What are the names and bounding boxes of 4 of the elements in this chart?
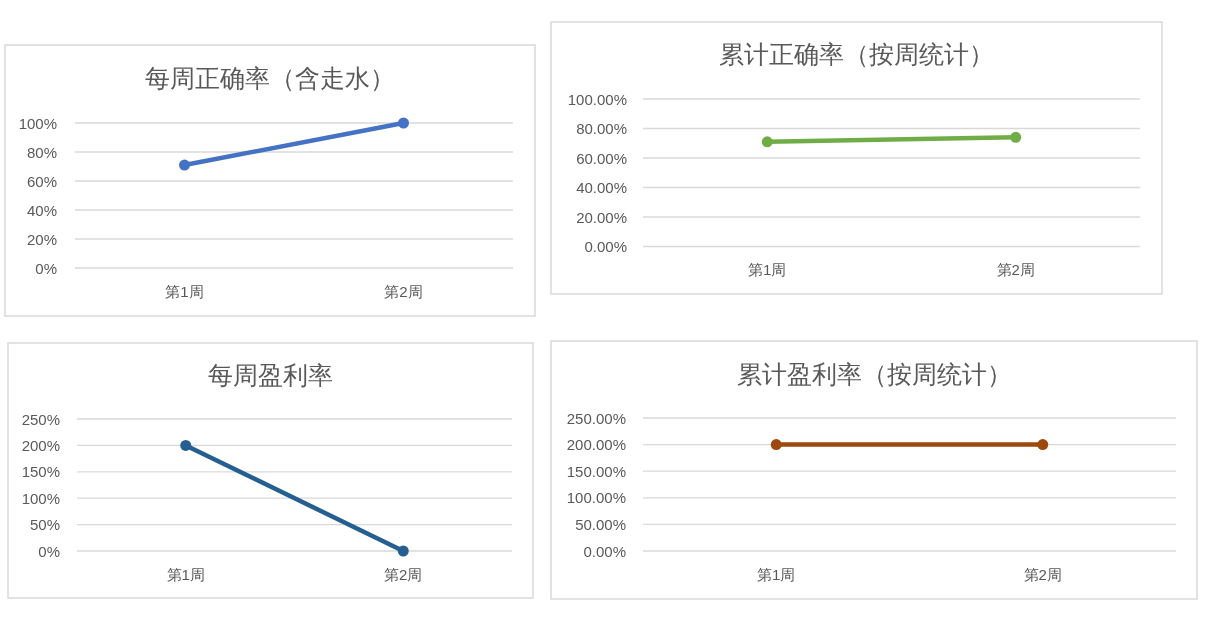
title: 每周盈利率 bbox=[208, 361, 333, 389]
title: 每周正确率（含走水） bbox=[145, 64, 395, 92]
title: 累计正确率（按周统计） bbox=[719, 40, 994, 68]
title: 累计盈利率（按周统计） bbox=[736, 360, 1012, 388]
